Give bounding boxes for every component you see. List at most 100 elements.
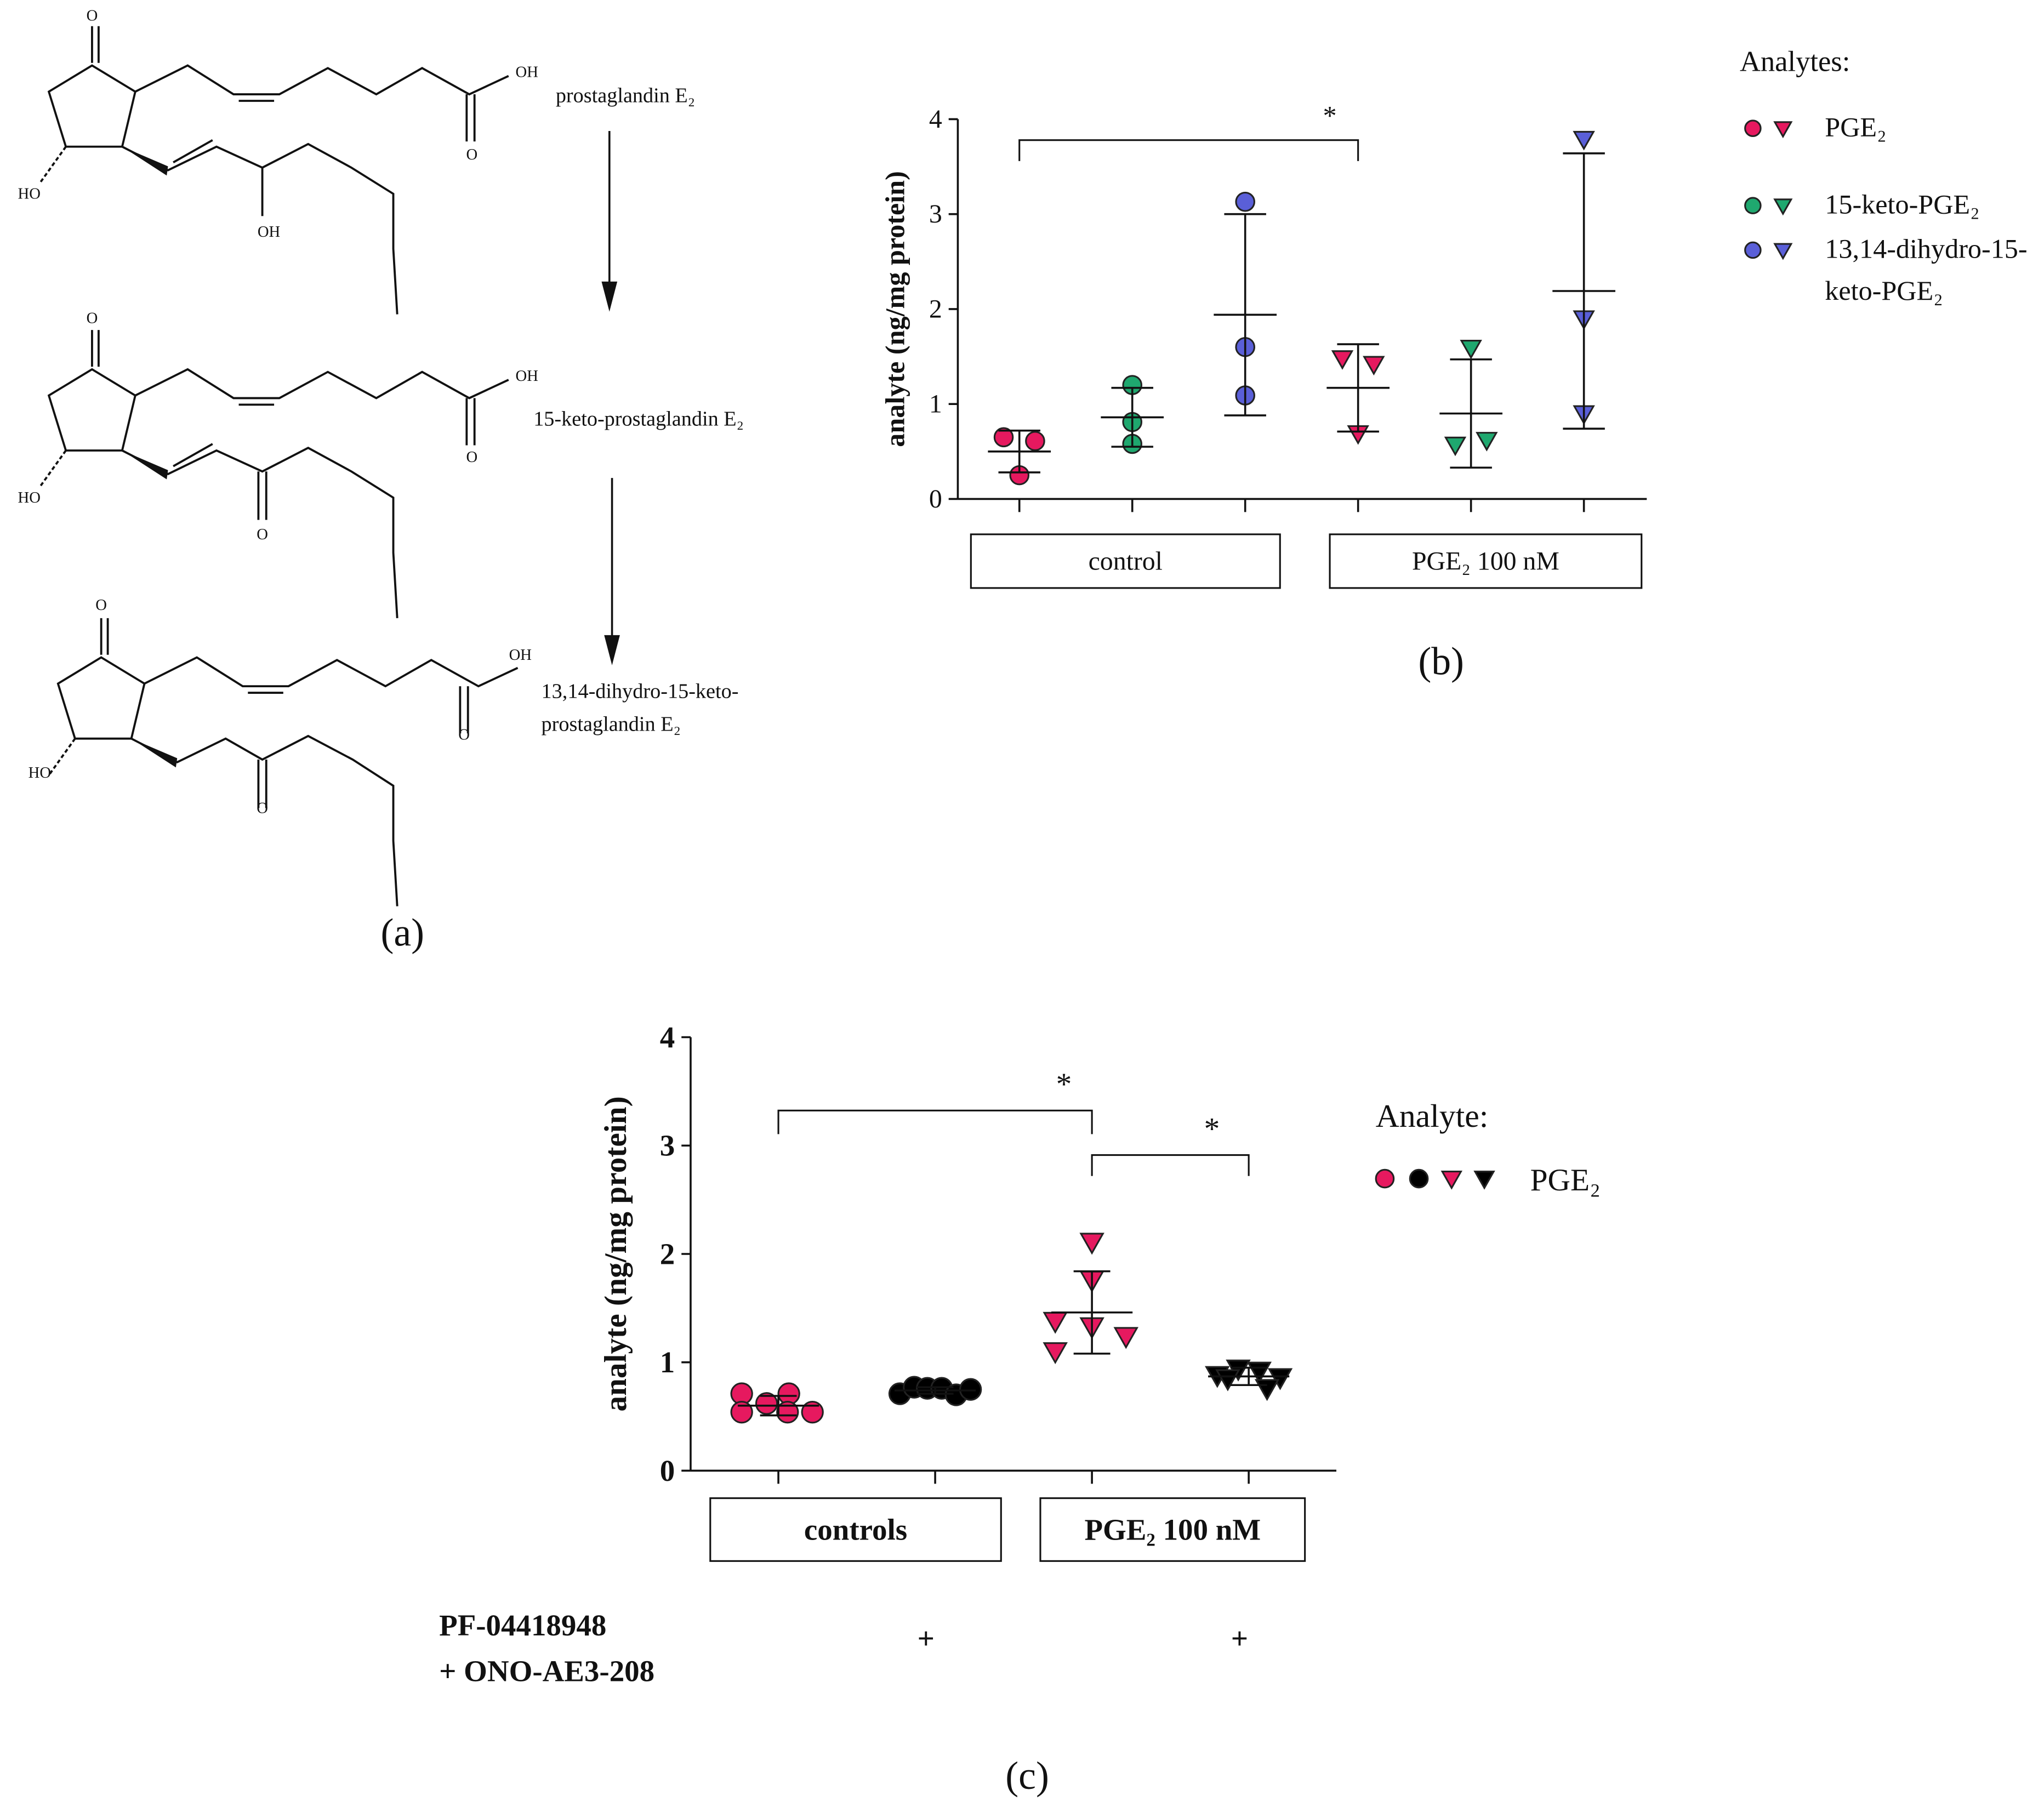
significance-bracket bbox=[777, 1109, 1093, 1134]
legend-marker bbox=[1773, 198, 1793, 216]
legend-marker bbox=[1744, 197, 1762, 214]
y-tick-label: 0 bbox=[660, 1454, 675, 1487]
significance-bracket bbox=[1091, 1154, 1250, 1176]
y-tick-label: 2 bbox=[929, 294, 942, 323]
data-point bbox=[1460, 340, 1482, 360]
atom-label: O bbox=[95, 596, 107, 614]
data-point bbox=[1113, 1327, 1138, 1349]
atom-label: O bbox=[87, 310, 98, 327]
legend-label: 13,14-dihydro-15-keto-PGE₂ bbox=[1825, 233, 2028, 306]
data-point bbox=[1235, 191, 1255, 212]
condition-label: PGE₂ 100 nM bbox=[1084, 1513, 1261, 1546]
atom-labels: O OH O HO OH O OH O HO O O OH O HO O bbox=[18, 7, 538, 817]
data-point bbox=[959, 1378, 982, 1401]
legend-label-box: PGE₂ bbox=[1530, 1164, 1601, 1199]
treatment-label: + ONO-AE3-208 bbox=[439, 1655, 654, 1688]
y-tick-label: 1 bbox=[929, 390, 942, 419]
legend-marker bbox=[1441, 1171, 1462, 1190]
condition-label: control bbox=[1089, 546, 1163, 575]
legend-marker bbox=[1773, 121, 1793, 139]
legend-label: PGE₂ bbox=[1530, 1164, 1601, 1199]
legend-title: Analyte: bbox=[1376, 1098, 1489, 1134]
atom-label: HO bbox=[29, 764, 51, 782]
atom-label: HO bbox=[18, 489, 41, 506]
significance-label: * bbox=[1204, 1111, 1220, 1146]
legend-title: Analytes: bbox=[1740, 45, 1850, 77]
atom-label: HO bbox=[18, 185, 41, 203]
compound-name: 15-keto-prostaglandin E₂ bbox=[533, 408, 744, 431]
significance-label: * bbox=[1323, 100, 1336, 130]
y-axis-label: analyte (ng/mg protein) bbox=[599, 1096, 633, 1411]
legend-marker bbox=[1409, 1168, 1429, 1189]
panel-label: (b) bbox=[1418, 640, 1464, 683]
data-point bbox=[1363, 356, 1385, 376]
atom-label: O bbox=[458, 726, 470, 744]
y-tick-label: 4 bbox=[660, 1020, 675, 1054]
y-tick-label: 2 bbox=[660, 1237, 675, 1270]
data-point bbox=[1043, 1342, 1068, 1365]
arrows bbox=[601, 130, 620, 665]
y-axis-label: analyte (ng/mg protein) bbox=[880, 171, 910, 447]
atom-label: OH bbox=[516, 63, 538, 81]
y-tick-label: 0 bbox=[929, 484, 942, 514]
compound-name-box: 13,14-dihydro-15-keto-prostaglandin E₂ bbox=[541, 681, 739, 736]
atom-label: OH bbox=[258, 223, 280, 241]
legend-marker bbox=[1773, 243, 1793, 260]
data-point bbox=[1476, 432, 1498, 452]
treatment-label: PF-04418948 bbox=[439, 1609, 606, 1642]
data-point bbox=[1573, 130, 1595, 151]
legend-label-box: PGE₂ bbox=[1825, 111, 1887, 143]
data-point bbox=[1215, 1369, 1240, 1392]
atom-label: O bbox=[257, 799, 268, 817]
y-tick-label: 3 bbox=[929, 199, 942, 229]
data-point bbox=[1043, 1311, 1068, 1334]
treatment-mark: + bbox=[918, 1622, 935, 1655]
condition-label: PGE₂ 100 nM bbox=[1412, 546, 1559, 575]
data-point bbox=[730, 1401, 753, 1424]
data-point bbox=[1444, 436, 1467, 457]
condition-box bbox=[1039, 1497, 1306, 1562]
legend-label: PGE₂ bbox=[1825, 111, 1887, 143]
legend-marker bbox=[1473, 1171, 1495, 1190]
compound-name: prostaglandin E₂ bbox=[556, 84, 695, 107]
y-tick-label: 4 bbox=[929, 105, 942, 134]
atom-label: O bbox=[257, 526, 268, 543]
data-point bbox=[1331, 350, 1354, 370]
compound-name: 13,14-dihydro-15-keto-prostaglandin E₂ bbox=[541, 681, 739, 736]
significance-label: * bbox=[1056, 1067, 1072, 1102]
data-point bbox=[1254, 1379, 1280, 1401]
structure-3 bbox=[48, 618, 519, 906]
condition-box bbox=[709, 1497, 1002, 1562]
atom-label: O bbox=[466, 146, 478, 163]
data-point bbox=[776, 1401, 799, 1424]
structure-2 bbox=[38, 330, 509, 618]
condition-box bbox=[1329, 533, 1643, 589]
condition-label: controls bbox=[804, 1513, 907, 1546]
atom-label: OH bbox=[516, 367, 538, 385]
data-point bbox=[1246, 1361, 1272, 1384]
legend-marker bbox=[1375, 1168, 1395, 1189]
panel-label: (a) bbox=[380, 910, 424, 954]
panel-label: (c) bbox=[1005, 1754, 1049, 1798]
condition-box bbox=[970, 533, 1281, 589]
data-point bbox=[1079, 1233, 1104, 1255]
legend-label-box: 13,14-dihydro-15-keto-PGE₂ bbox=[1825, 233, 2028, 306]
legend-label: 15-keto-PGE₂ bbox=[1825, 189, 1980, 220]
treatment-mark: + bbox=[1231, 1622, 1248, 1655]
atom-label: O bbox=[466, 448, 478, 466]
data-point bbox=[801, 1401, 824, 1424]
significance-bracket bbox=[1018, 139, 1359, 161]
data-point bbox=[755, 1392, 778, 1415]
data-point bbox=[1025, 431, 1045, 452]
data-point bbox=[1267, 1368, 1293, 1390]
legend-marker bbox=[1744, 119, 1762, 137]
atom-label: O bbox=[87, 7, 98, 25]
legend-marker bbox=[1744, 241, 1762, 259]
data-point bbox=[993, 427, 1014, 448]
y-tick-label: 1 bbox=[660, 1345, 675, 1379]
y-tick-label: 3 bbox=[660, 1129, 675, 1162]
structure-1 bbox=[38, 26, 509, 315]
atom-label: OH bbox=[509, 646, 532, 664]
legend-label-box: 15-keto-PGE₂ bbox=[1825, 189, 1980, 220]
